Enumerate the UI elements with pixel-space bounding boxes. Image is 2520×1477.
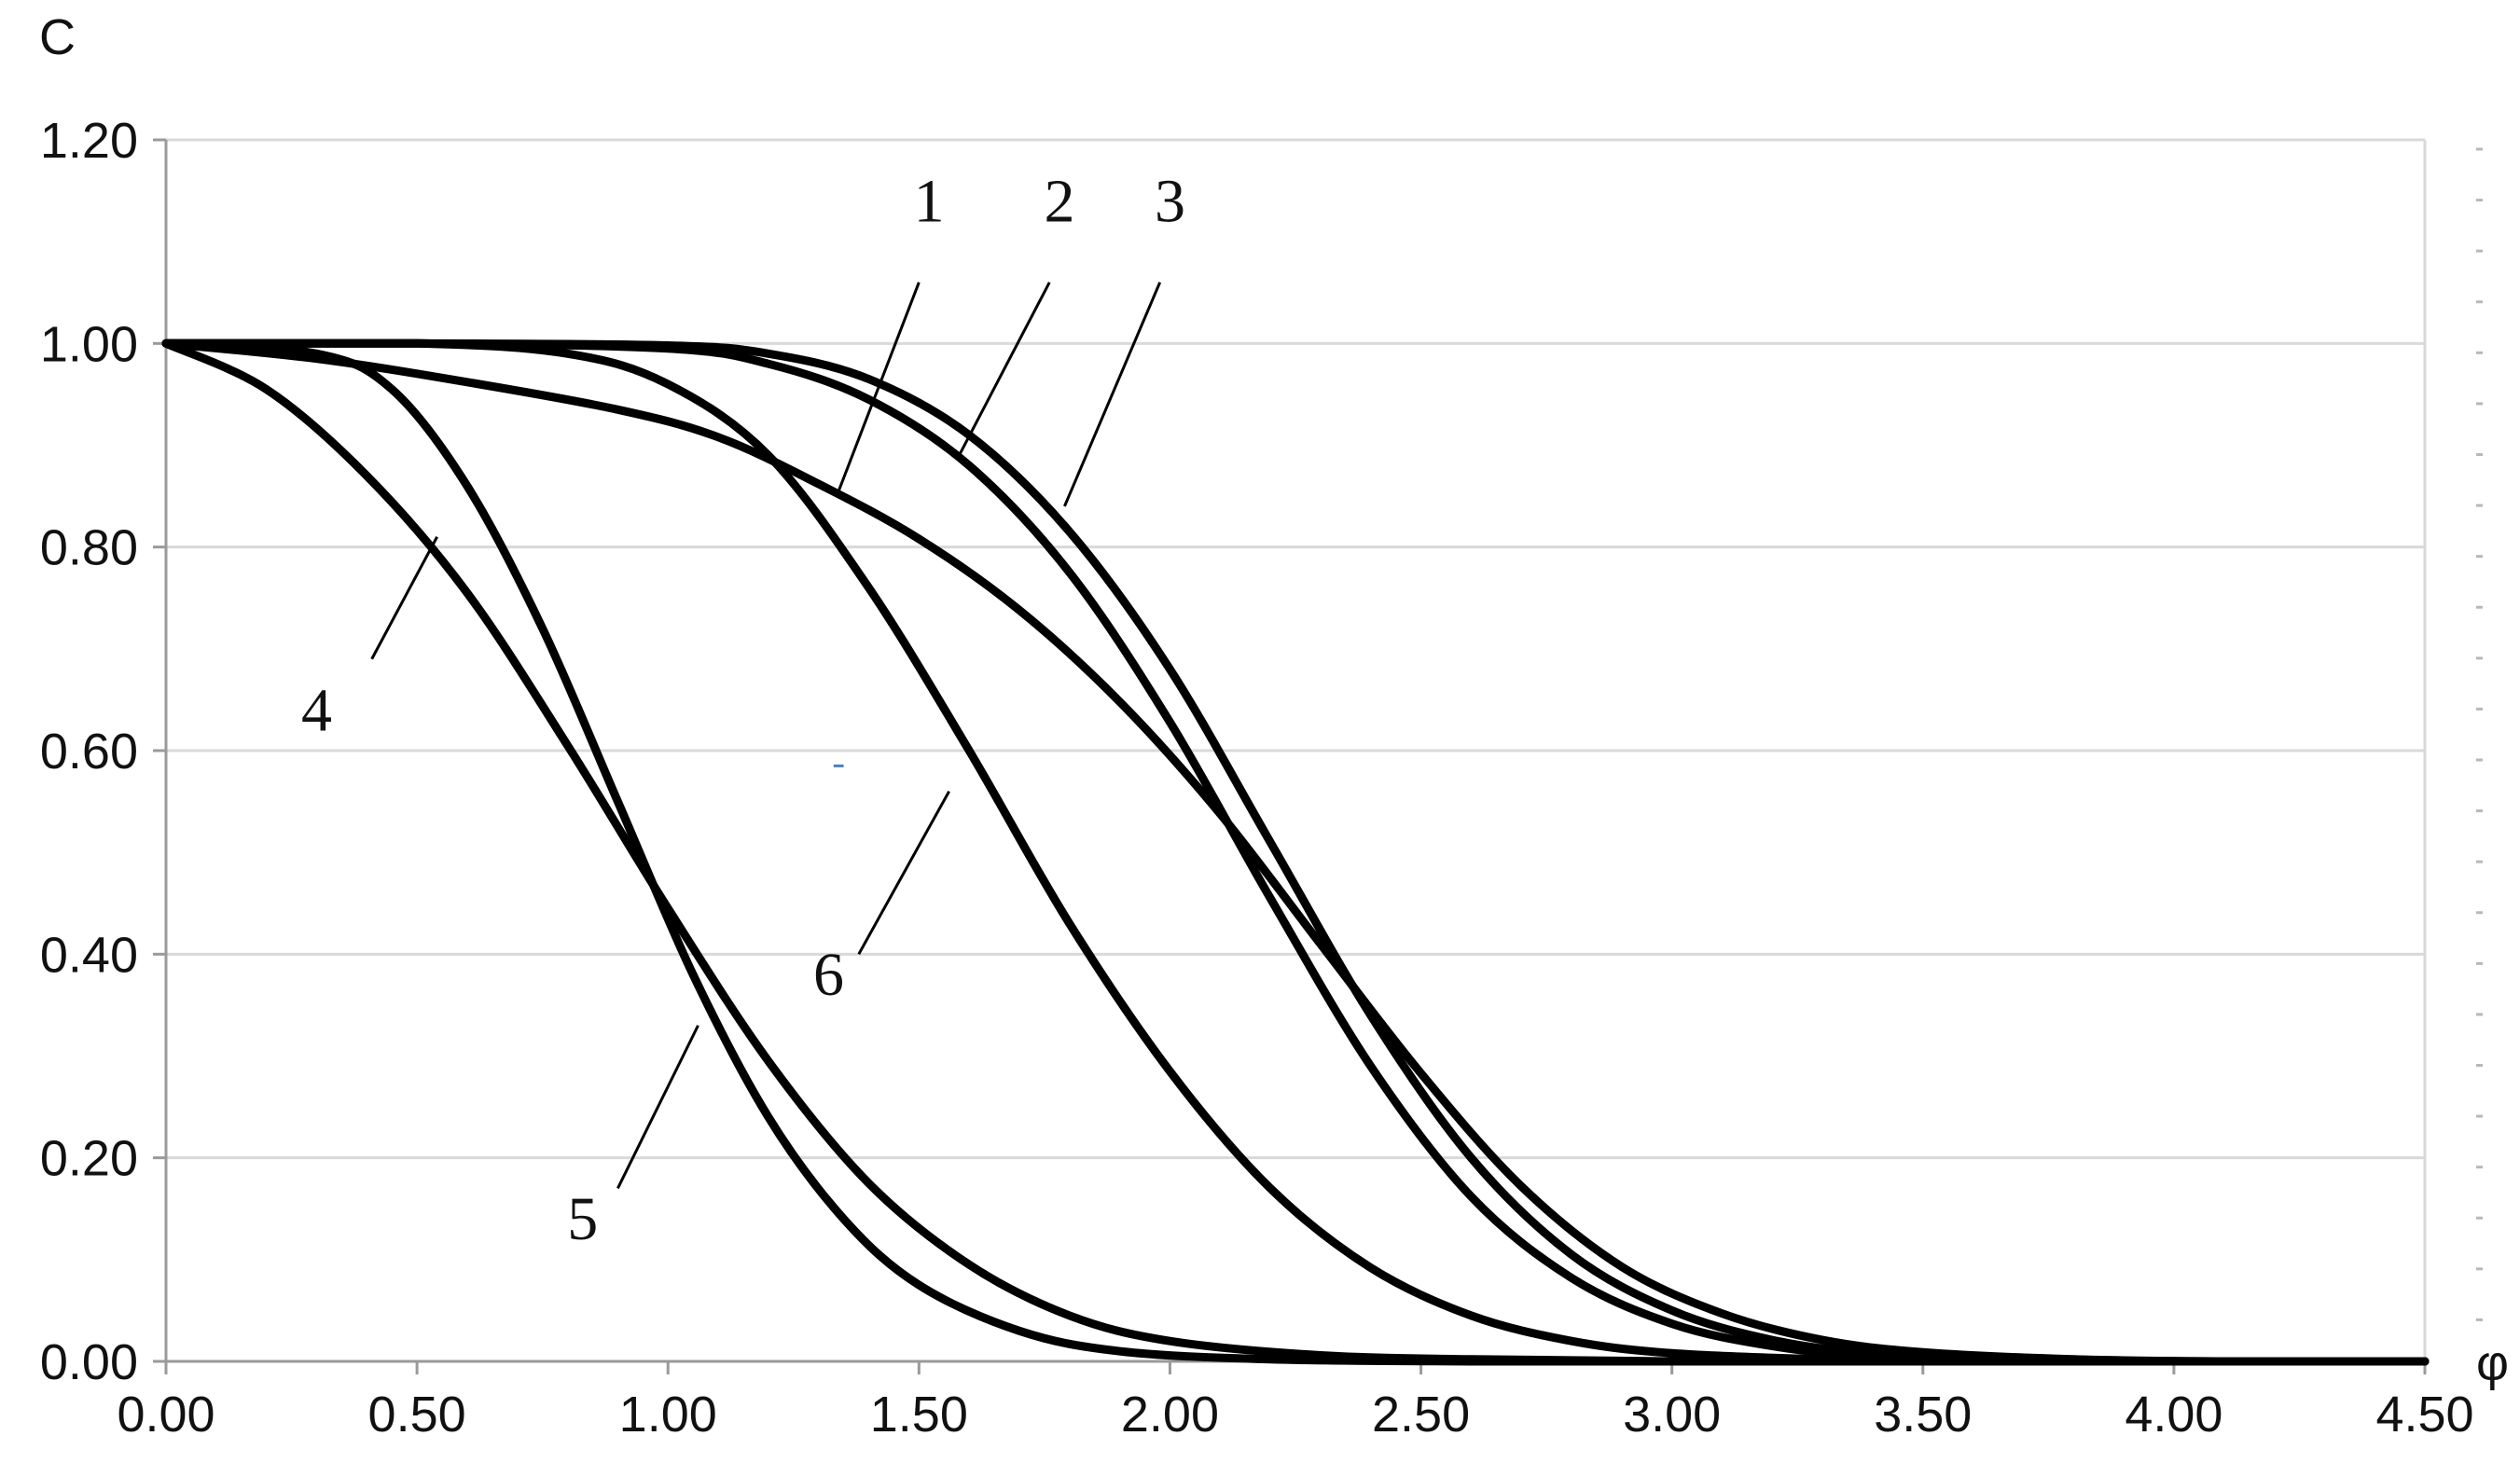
curve-label-3: 3 [1155, 168, 1185, 236]
x-axis-title: φ [2476, 1335, 2509, 1391]
y-tick-label: 1.00 [40, 316, 138, 372]
x-tick-label: 4.00 [2125, 1387, 2222, 1442]
x-tick-label: 1.50 [870, 1387, 968, 1442]
y-tick-label: 1.20 [40, 113, 138, 169]
y-tick-label: 0.20 [40, 1131, 138, 1187]
leader-line-2 [958, 282, 1051, 457]
curve-label-4: 4 [301, 676, 332, 744]
y-axis-title: C [39, 9, 76, 65]
series-lines [161, 338, 2430, 1366]
x-tick-label: 3.00 [1623, 1387, 1721, 1442]
curve-label-1: 1 [914, 168, 945, 236]
series-line-6 [161, 338, 2430, 1366]
y-tick-label: 0.00 [40, 1334, 138, 1390]
leader-line-6 [857, 790, 950, 956]
y-tick-label: 0.60 [40, 724, 138, 780]
leader-line-3 [1063, 282, 1162, 507]
curve-labels: 1 2 3 4 5 6 [301, 168, 1185, 1254]
series-line-5 [161, 338, 2430, 1366]
y-tick-label: 0.80 [40, 520, 138, 576]
x-tick-label: 0.50 [368, 1387, 466, 1442]
curve-label-5: 5 [567, 1185, 598, 1253]
x-tick-label: 0.00 [117, 1387, 215, 1442]
curve-label-6: 6 [813, 941, 844, 1009]
series-line-3 [161, 338, 2430, 1366]
x-tick-label: 2.00 [1121, 1387, 1219, 1442]
curve-label-2: 2 [1045, 168, 1075, 236]
x-tick-label: 2.50 [1372, 1387, 1470, 1442]
leader-line-4 [370, 536, 438, 660]
axes: 0.00 0.20 0.40 0.60 0.80 1.00 1.20 0.00 0.50 1.00… [40, 113, 2483, 1442]
x-tick-label: 1.00 [619, 1387, 717, 1442]
x-tick-label: 3.50 [1874, 1387, 1972, 1442]
x-tick-label: 4.50 [2375, 1387, 2473, 1442]
leader-line-1 [837, 282, 921, 492]
leader-line-5 [616, 1025, 699, 1190]
y-tick-label: 0.40 [40, 927, 138, 983]
